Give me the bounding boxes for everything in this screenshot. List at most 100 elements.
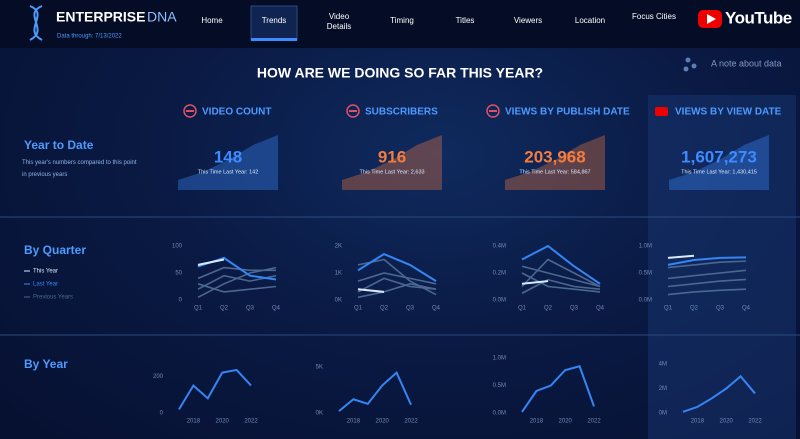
note-icon <box>683 57 697 72</box>
x-tick-label: 2018 <box>347 419 361 425</box>
x-tick-label: Q4 <box>432 306 441 312</box>
x-tick-label: 2020 <box>216 419 230 425</box>
y-tick-label: 0.5M <box>639 271 652 277</box>
x-tick-label: 2020 <box>376 419 390 425</box>
series-line <box>521 265 601 288</box>
y-tick-label: 1K <box>335 271 342 277</box>
legend-entry: Previous Years <box>33 295 73 301</box>
series-line <box>667 269 747 280</box>
x-tick-label: Q2 <box>544 306 553 312</box>
series-line <box>521 280 549 285</box>
y-tick-label: 1.0M <box>493 356 506 362</box>
series-line <box>197 258 225 266</box>
x-tick-label: Q1 <box>354 306 363 312</box>
column-icon-inner <box>186 110 194 112</box>
row-title: By Year <box>24 357 68 371</box>
x-tick-label: Q1 <box>664 306 673 312</box>
row-title: By Quarter <box>24 243 86 257</box>
row-description-box: This year's numbers compared to this poi… <box>22 160 137 178</box>
x-tick-label: Q2 <box>220 306 229 312</box>
series-line <box>338 371 412 412</box>
series-line <box>521 272 601 293</box>
x-tick-label: 2022 <box>587 419 601 425</box>
nav-item[interactable]: Trends <box>261 16 287 25</box>
x-tick-label: Q3 <box>570 306 579 312</box>
series-line <box>521 244 601 285</box>
note-link[interactable]: A note about data <box>711 58 782 68</box>
nav-item[interactable]: Titles <box>455 16 475 25</box>
kpi-value: 1,607,273 <box>681 147 757 166</box>
series-line <box>667 278 747 288</box>
series-line <box>682 374 756 413</box>
header-bar <box>0 0 800 48</box>
y-tick-label: 100 <box>172 244 183 250</box>
kpi-value: 148 <box>214 147 242 166</box>
series-line <box>667 256 747 266</box>
x-tick-label: Q2 <box>690 306 699 312</box>
series-line <box>667 260 747 269</box>
nav-item[interactable]: Video Details <box>326 12 352 31</box>
dna-logo <box>29 5 43 41</box>
nav-item[interactable]: Viewers <box>513 16 543 25</box>
x-tick-label: Q4 <box>272 306 281 312</box>
series-line <box>667 288 747 296</box>
y-tick-label: 0.0M <box>493 298 506 304</box>
column-icon-inner <box>489 110 497 112</box>
kpi-value: 916 <box>378 147 406 166</box>
x-tick-label: 2018 <box>530 419 544 425</box>
x-tick-label: 2022 <box>404 419 418 425</box>
kpi-sparkline <box>342 135 442 190</box>
row-description: This year's numbers compared to this poi… <box>22 160 137 178</box>
x-tick-label: Q3 <box>246 306 255 312</box>
youtube-play <box>707 14 716 24</box>
y-tick-label: 50 <box>175 271 182 277</box>
column-title: VIDEO COUNT <box>202 107 271 118</box>
y-tick-label: 0 <box>179 298 183 304</box>
y-tick-label: 0.0M <box>639 298 652 304</box>
x-tick-label: Q3 <box>406 306 415 312</box>
y-tick-label: 0 <box>160 411 164 417</box>
series-line <box>357 282 437 299</box>
brand: ENTERPRISE <box>56 9 145 25</box>
series-line <box>521 258 601 288</box>
column-icon <box>183 104 197 118</box>
x-tick-label: 2022 <box>748 419 762 425</box>
brand-accent: DNA <box>147 9 177 25</box>
y-tick-label: 0.5M <box>493 383 506 389</box>
x-tick-label: Q4 <box>596 306 605 312</box>
column-icon <box>346 104 360 118</box>
data-through: Data through: 7/13/2022 <box>57 34 122 40</box>
x-tick-label: 2020 <box>720 419 734 425</box>
kpi-last-year: This Time Last Year: 142 <box>198 169 259 175</box>
kpi-sparkline <box>669 135 769 190</box>
y-tick-label: 5K <box>316 365 323 371</box>
y-tick-label: 0M <box>659 411 667 417</box>
column-title: VIEWS BY VIEW DATE <box>675 107 782 118</box>
kpi-sparkline <box>505 135 605 190</box>
y-tick-label: 0K <box>335 298 342 304</box>
column-icon-inner <box>349 110 357 112</box>
series-line <box>521 278 601 294</box>
nav-item[interactable]: Home <box>201 16 223 25</box>
nav-item[interactable]: Location <box>574 16 606 25</box>
kpi-last-year: This Time Last Year: 584,867 <box>519 169 590 175</box>
y-tick-label: 2K <box>335 244 342 250</box>
y-tick-label: 0K <box>316 411 323 417</box>
nav-item[interactable]: Focus Cities <box>631 12 676 21</box>
legend-entry: Last Year <box>33 282 58 288</box>
series-line <box>357 288 385 293</box>
y-tick-label: 200 <box>153 374 164 380</box>
youtube-text: YouTube <box>725 8 792 27</box>
y-tick-label: 0.2M <box>493 271 506 277</box>
page-title: HOW ARE WE DOING SO FAR THIS YEAR? <box>257 65 543 81</box>
nav-item[interactable]: Timing <box>390 16 414 25</box>
y-tick-label: 0.4M <box>493 244 506 250</box>
series-line <box>178 368 252 410</box>
series-line <box>521 365 595 413</box>
y-tick-label: 0.0M <box>493 411 506 417</box>
x-tick-label: 2022 <box>244 419 258 425</box>
series-line <box>357 272 437 285</box>
kpi-value: 203,968 <box>524 147 585 166</box>
series-line <box>197 266 277 299</box>
